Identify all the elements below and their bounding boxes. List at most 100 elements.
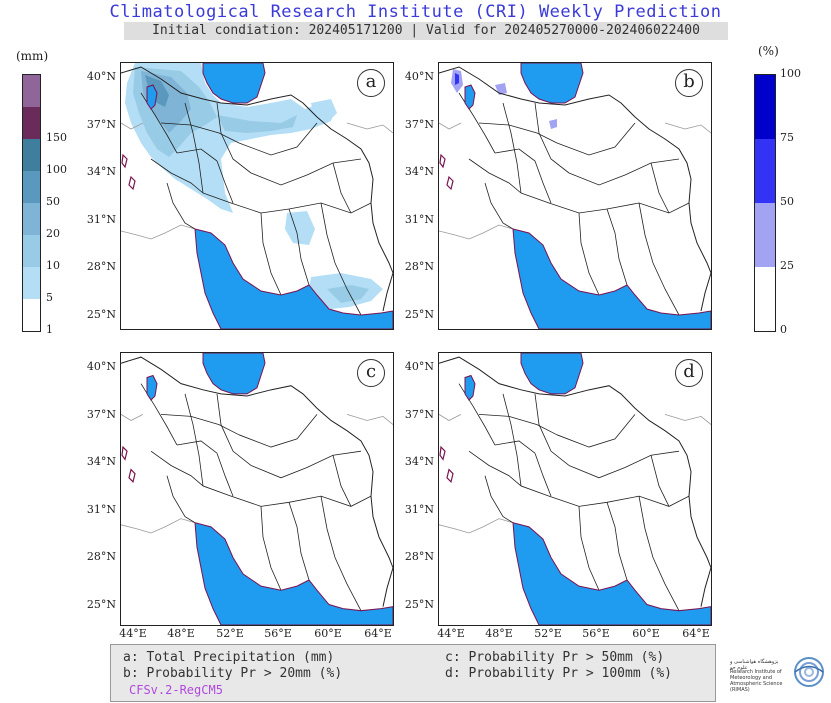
colorbar-tick-label: 100 [780,67,801,80]
persian-gulf [194,228,393,329]
province-border [494,148,536,162]
country-border [439,356,711,607]
province-border [468,158,522,194]
province-border [166,182,196,230]
map-panel-d: d [438,352,712,626]
panel-label-a: a [357,69,385,97]
map-svg [439,353,711,625]
colorbar-tick-label: 150 [46,131,67,144]
province-border [502,393,522,486]
province-border [494,440,536,454]
prob-colorbar-unit: (%) [758,44,779,58]
lake-urmia [464,374,476,401]
country-border [121,66,393,312]
lat-label: 34°N [86,455,116,468]
precip-5-10mm [327,285,369,303]
province-border [568,450,680,479]
lat-label: 37°N [86,118,116,131]
legend-item-b: b: Probability Pr > 20mm (%) [123,666,343,681]
lon-label: 48°E [167,627,195,640]
colorbar-tick-label: 10 [46,259,60,272]
province-border [458,383,496,446]
lon-label: 56°E [582,627,610,640]
province-border [650,455,670,507]
province-border [332,455,352,507]
neighbor-border [121,224,196,240]
colorbar-segment [23,139,40,171]
province-border [288,208,310,286]
colorbar-segment [23,235,40,267]
province-border [260,506,282,591]
province-border [250,158,362,186]
province-border [556,122,636,156]
island-coast [121,153,128,169]
lat-label: 34°N [86,165,116,178]
precip-colorbar [22,74,41,332]
lon-label: 52°E [534,627,562,640]
lat-label: 37°N [86,408,116,421]
country-border [439,66,711,312]
province-border [638,202,680,316]
province-border [238,122,318,156]
panel-label-b: b [675,69,703,97]
lat-label: 31°N [404,503,434,516]
page-title: Climatological Research Institute (CRI) … [109,2,722,22]
neighbor-border [346,122,393,134]
map-svg [439,63,711,329]
lat-label: 31°N [86,213,116,226]
province-border [556,414,636,448]
lon-label: 64°E [364,627,392,640]
lat-label: 25°N [86,598,116,611]
logo-en-text: Research Institute of Meteorology and At… [730,669,783,693]
lon-label: 44°E [119,627,147,640]
colorbar-tick-label: 5 [46,291,53,304]
province-border [288,502,310,581]
lat-label: 40°N [86,70,116,83]
province-border [160,413,240,436]
province-border [458,92,496,154]
lat-label: 28°N [404,260,434,273]
swirl-logo-icon [794,657,824,687]
persian-gulf [512,228,711,329]
province-border [216,160,234,204]
institute-logo: پژوهشگاه هواشناسی و علوم جو Research Ins… [728,653,828,697]
lat-label: 40°N [86,360,116,373]
precip-20-50mm [145,75,169,107]
neighbor-border [121,413,144,421]
island-coast [128,468,136,484]
colorbar-segment [755,75,775,139]
lake-urmia [464,84,476,110]
panel-label-c: c [357,359,385,387]
map-svg [121,353,393,625]
island-coast [128,175,136,191]
lat-label: 37°N [404,118,434,131]
province-border [534,453,552,497]
lat-label: 37°N [404,408,434,421]
colorbar-segment [23,75,40,107]
lat-label: 25°N [404,308,434,321]
colorbar-tick-label: 75 [780,131,794,144]
colorbar-tick-label: 50 [46,195,60,208]
lat-label: 34°N [404,455,434,468]
province-border [150,450,204,487]
neighbor-border [664,413,711,425]
precip-5-10mm [217,115,297,133]
island-coast [439,153,446,169]
province-border [578,506,600,591]
lat-label: 25°N [404,598,434,611]
province-border [140,383,178,446]
province-border [176,440,218,454]
colorbar-segment [23,171,40,203]
province-border [238,414,318,448]
island-coast [121,445,128,461]
colorbar-tick-label: 1 [46,323,53,336]
map-svg [121,63,393,329]
map-panel-c: c [120,352,394,626]
persian-gulf [194,522,393,625]
province-border [184,393,204,486]
neighbor-border [121,518,196,534]
province-border [216,453,234,497]
lon-label: 52°E [216,627,244,640]
precip-1-5mm [285,211,315,245]
province-border [166,475,196,524]
